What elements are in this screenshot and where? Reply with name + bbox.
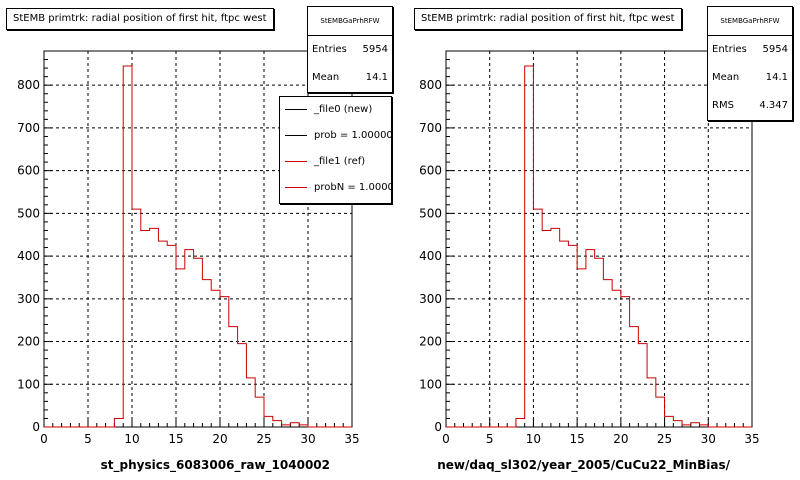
stats-row-entries: Entries 5954 <box>308 36 392 64</box>
x-tick-label: 35 <box>744 432 759 446</box>
x-tick-label: 20 <box>212 432 227 446</box>
legend-label: _file1 (ref) <box>314 156 366 167</box>
x-tick-label: 0 <box>40 432 48 446</box>
x-axis-label: new/daq_sl302/year_2005/CuCu22_MinBias/ <box>437 458 730 473</box>
x-axis-label: st_physics_6083006_raw_1040002 <box>101 458 330 473</box>
stats-box-right: StEMBGaPrhRFW Entries 5954 Mean 14.1 RMS… <box>707 6 793 121</box>
legend-entry: _file0 (new) <box>280 97 391 123</box>
stats-row-mean: Mean 14.1 <box>708 64 792 92</box>
y-tick-label: 0 <box>32 420 40 434</box>
stats-label: Entries <box>312 44 347 55</box>
histogram-series-line <box>446 65 752 428</box>
stats-value: 14.1 <box>365 72 388 83</box>
histogram-series-line <box>44 65 352 428</box>
stats-label: RMS <box>712 100 734 111</box>
x-tick-label: 10 <box>124 432 139 446</box>
y-tick-label: 100 <box>17 377 40 391</box>
y-tick-label: 200 <box>419 335 442 349</box>
y-tick-label: 700 <box>17 121 40 135</box>
y-tick-label: 200 <box>17 335 40 349</box>
y-tick-label: 400 <box>419 249 442 263</box>
stats-label: Mean <box>712 72 740 83</box>
x-tick-label: 5 <box>486 432 494 446</box>
stats-title: StEMBGaPrhRFW <box>308 7 392 36</box>
legend-entry: probN = 1.000000 <box>280 175 391 201</box>
y-tick-label: 100 <box>419 377 442 391</box>
legend-left: _file0 (new) prob = 1.000000 _file1 (ref… <box>279 96 392 204</box>
y-tick-label: 600 <box>419 164 442 178</box>
y-tick-label: 500 <box>17 206 40 220</box>
x-tick-label: 20 <box>613 432 628 446</box>
stats-label: Mean <box>312 72 340 83</box>
x-tick-label: 30 <box>300 432 315 446</box>
stats-box-left: StEMBGaPrhRFW Entries 5954 Mean 14.1 <box>307 6 393 93</box>
chart-title-left: StEMB primtrk: radial position of first … <box>6 8 274 30</box>
x-tick-label: 15 <box>168 432 183 446</box>
y-tick-label: 300 <box>17 292 40 306</box>
legend-label: probN = 1.000000 <box>314 182 391 193</box>
stats-label: Entries <box>712 44 747 55</box>
y-tick-label: 800 <box>419 78 442 92</box>
stats-value: 4.347 <box>759 100 788 111</box>
x-tick-label: 15 <box>570 432 585 446</box>
stats-title: StEMBGaPrhRFW <box>708 7 792 36</box>
legend-line-swatch <box>285 161 307 162</box>
y-tick-label: 0 <box>434 420 442 434</box>
x-tick-label: 35 <box>344 432 359 446</box>
y-tick-label: 600 <box>17 164 40 178</box>
y-tick-label: 800 <box>17 78 40 92</box>
y-tick-label: 400 <box>17 249 40 263</box>
legend-line-swatch <box>285 109 307 110</box>
stats-value: 5954 <box>762 44 788 55</box>
stats-value: 14.1 <box>765 72 788 83</box>
x-tick-label: 30 <box>701 432 716 446</box>
x-tick-label: 5 <box>84 432 92 446</box>
stats-value: 5954 <box>362 44 388 55</box>
chart-title-right: StEMB primtrk: radial position of first … <box>414 8 682 30</box>
legend-entry: _file1 (ref) <box>280 149 391 175</box>
y-tick-label: 500 <box>419 206 442 220</box>
legend-line-swatch <box>285 187 307 188</box>
legend-label: prob = 1.000000 <box>314 130 392 141</box>
legend-label: _file0 (new) <box>314 104 373 115</box>
x-tick-label: 10 <box>526 432 541 446</box>
stats-row-mean: Mean 14.1 <box>308 64 392 92</box>
y-tick-label: 700 <box>419 121 442 135</box>
legend-line-swatch <box>285 135 307 136</box>
stats-row-rms: RMS 4.347 <box>708 92 792 120</box>
y-tick-label: 300 <box>419 292 442 306</box>
legend-entry: prob = 1.000000 <box>280 123 391 149</box>
stats-row-entries: Entries 5954 <box>708 36 792 64</box>
x-tick-label: 25 <box>256 432 271 446</box>
x-tick-label: 25 <box>657 432 672 446</box>
x-tick-label: 0 <box>442 432 450 446</box>
